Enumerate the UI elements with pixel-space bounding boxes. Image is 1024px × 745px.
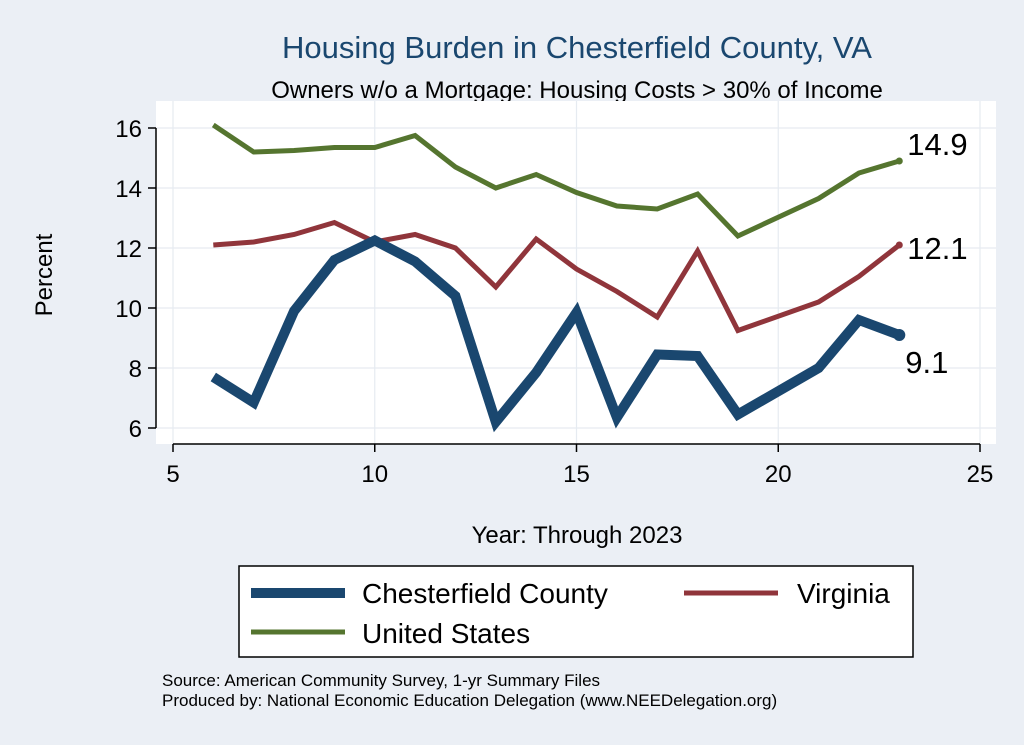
legend-label-chesterfield: Chesterfield County <box>362 578 608 609</box>
x-tick-label-10: 10 <box>361 461 388 488</box>
end-labels: 9.1 12.1 14.9 <box>905 127 967 380</box>
x-tick-label-25: 25 <box>967 461 994 488</box>
series-lines <box>210 122 906 433</box>
end-label-chesterfield: 9.1 <box>905 345 948 380</box>
source-note: Source: American Community Survey, 1-yr … <box>162 671 600 690</box>
x-tick-label-15: 15 <box>563 461 590 488</box>
end-label-virginia: 12.1 <box>907 231 967 266</box>
y-tick-label-10: 10 <box>115 296 142 323</box>
series-line-chesterfield <box>210 234 902 433</box>
chart-subtitle: Owners w/o a Mortgage: Housing Costs > 3… <box>271 77 883 104</box>
x-tick-label-5: 5 <box>166 461 179 488</box>
axes: 6 8 10 12 14 16 5 10 15 20 25 <box>115 116 993 488</box>
y-tick-label-12: 12 <box>115 236 142 263</box>
legend-box <box>238 565 914 658</box>
x-axis-title: Year: Through 2023 <box>472 522 683 549</box>
producer-note: Produced by: National Economic Education… <box>162 691 777 710</box>
chart-title: Housing Burden in Chesterfield County, V… <box>282 30 872 65</box>
end-label-united-states: 14.9 <box>907 127 967 162</box>
end-marker-united-states <box>895 157 903 165</box>
y-tick-label-14: 14 <box>115 176 142 203</box>
y-tick-label-8: 8 <box>129 356 142 383</box>
y-tick-label-6: 6 <box>129 416 142 443</box>
series-line-united-states <box>211 122 901 240</box>
x-tick-label-20: 20 <box>765 461 792 488</box>
end-marker-chesterfield <box>893 329 906 341</box>
legend-label-united-states: United States <box>362 618 530 649</box>
end-marker-virginia <box>895 241 903 249</box>
series-line-virginia <box>213 219 901 334</box>
legend-label-virginia: Virginia <box>797 578 890 609</box>
y-tick-label-16: 16 <box>115 116 142 143</box>
legend: Chesterfield County Virginia United Stat… <box>238 565 914 658</box>
y-axis-title: Percent <box>31 233 58 316</box>
